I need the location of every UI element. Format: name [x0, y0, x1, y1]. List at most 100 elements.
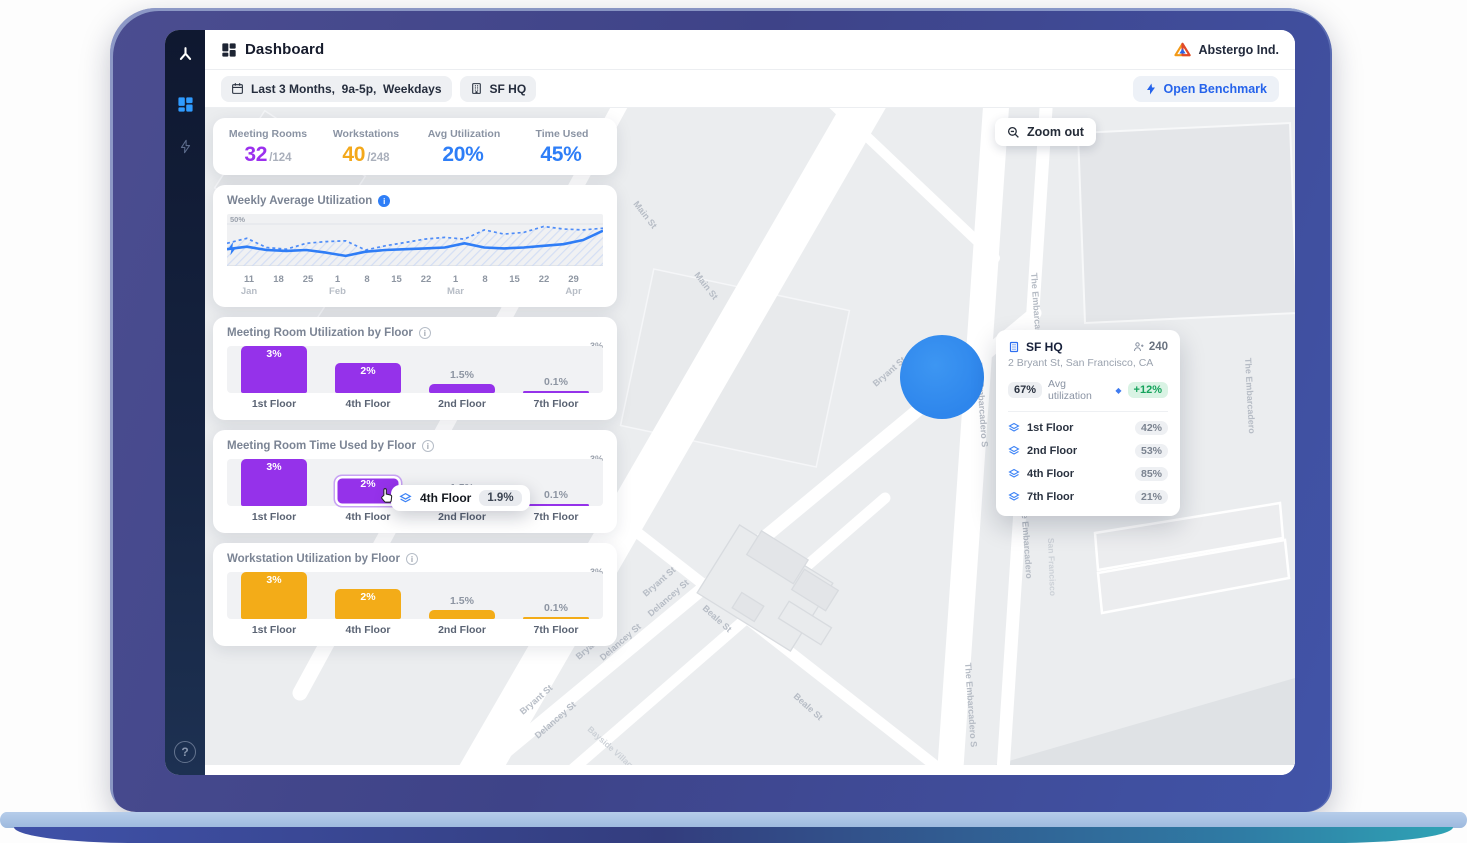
- location-label: SF HQ: [489, 81, 527, 96]
- map-building-cluster: [696, 524, 840, 652]
- info-icon[interactable]: i: [405, 553, 418, 565]
- bar-value-label: 1.5%: [450, 369, 474, 382]
- floor-layers-icon: [1008, 468, 1020, 478]
- stat-total: /248: [367, 152, 390, 164]
- popover-capacity: 240: [1132, 341, 1168, 353]
- floor-value: 53%: [1134, 443, 1168, 458]
- x-tick-label: 15: [509, 274, 520, 285]
- date-range-chip[interactable]: Last 3 Months, 9a-5p, Weekdays: [221, 75, 452, 102]
- stats-card: Meeting Rooms 32/124 Workstations 40/248 Avg…: [213, 118, 617, 175]
- card-title: Workstation Utilization by Floor: [227, 553, 400, 565]
- bar-slot: 1.5%: [415, 572, 509, 619]
- bar-7th-floor[interactable]: [523, 390, 589, 393]
- category-label: 2nd Floor: [438, 624, 486, 636]
- dashboard-icon: [222, 42, 236, 57]
- category-label: 7th Floor: [533, 511, 579, 523]
- bar-slot: 0.1%: [509, 459, 603, 506]
- people-icon: [1133, 342, 1144, 352]
- bar-chart: 3%3% 2% 1.5% 0.1% 1st Floor 4th Floor 2nd Floo…: [227, 341, 603, 410]
- help-button[interactable]: ?: [174, 741, 196, 763]
- bar-slot: 3%: [227, 346, 321, 393]
- bar-1st-floor[interactable]: 3%: [241, 459, 307, 506]
- category-label: 1st Floor: [251, 511, 297, 523]
- main-area: Dashboard Abstergo Ind. Last 3 Months, 9…: [205, 30, 1295, 775]
- zoom-out-label: Zoom out: [1027, 125, 1084, 139]
- bar-1st-floor[interactable]: 3%: [241, 572, 307, 619]
- x-tick-label: 1: [452, 274, 459, 285]
- card-title: Meeting Room Time Used by Floor: [227, 440, 416, 452]
- benchmark-area: [227, 226, 603, 266]
- floor-layers-icon: [1008, 422, 1020, 432]
- hq-popover: SF HQ 240 2 Bryant St, San Francisco, CA…: [996, 330, 1180, 516]
- category-label: 2nd Floor: [438, 511, 486, 523]
- bar-slot: 1.5%: [415, 346, 509, 393]
- x-tick-label: 18: [273, 274, 284, 285]
- x-tick-label: 15: [391, 274, 402, 285]
- brand: Abstergo Ind.: [1174, 42, 1279, 57]
- sidebar-item-benchmark[interactable]: [173, 134, 197, 158]
- zoom-out-icon: [1007, 126, 1019, 138]
- floor-name: 1st Floor: [1027, 421, 1074, 434]
- utilization-line: [226, 229, 604, 258]
- popover-floor-row: 7th Floor 21%: [1008, 485, 1168, 508]
- svg-text:50%: 50%: [230, 215, 245, 224]
- stat-value: 20%: [442, 143, 484, 166]
- info-icon[interactable]: i: [421, 440, 434, 452]
- bar-slot: 2%: [321, 572, 415, 619]
- floor-name: 2nd Floor: [1027, 444, 1078, 457]
- workstation-utilization-card: Workstation Utilization by Floor i 3%3% 2…: [213, 543, 617, 646]
- bar-4th-floor[interactable]: 2%: [335, 362, 401, 393]
- stat-value: 32: [244, 143, 268, 166]
- sidebar-item-dashboard[interactable]: [173, 92, 197, 116]
- x-tick-label: 25: [302, 274, 314, 285]
- bar-1st-floor[interactable]: 3%: [241, 346, 307, 393]
- bar-4th-floor[interactable]: 2%: [335, 588, 401, 619]
- bar-7th-floor[interactable]: [523, 616, 589, 619]
- popover-floor-row: 2nd Floor 53%: [1008, 439, 1168, 462]
- date-range-label: Last 3 Months, 9a-5p, Weekdays: [251, 81, 442, 96]
- building-icon: [471, 83, 481, 94]
- floor-value: 21%: [1134, 489, 1168, 504]
- bar-plot: 3% 2% 1.5% 0.1%: [227, 572, 603, 619]
- popover-delta-badge: +12%: [1127, 382, 1168, 398]
- bar-slot: 3%: [227, 459, 321, 506]
- stat-item: Workstations 40/248: [317, 128, 415, 167]
- benchmark-line: [226, 225, 604, 251]
- bar-category-labels: 1st Floor 4th Floor 2nd Floor 7th Floor: [227, 624, 603, 636]
- laptop-deck: [0, 812, 1467, 828]
- floor-name: 7th Floor: [1027, 490, 1075, 503]
- x-tick-label: 11: [243, 274, 255, 285]
- cards-column: Meeting Rooms 32/124 Workstations 40/248 Avg…: [213, 118, 617, 646]
- tooltip-value: 1.9%: [479, 490, 522, 506]
- card-title: Weekly Average Utilization: [227, 195, 373, 207]
- laptop-base: [14, 827, 1453, 843]
- bar-2nd-floor[interactable]: [429, 610, 495, 619]
- stat-label: Workstations: [332, 128, 400, 140]
- category-label: 1st Floor: [251, 398, 297, 410]
- stat-item: Avg Utilization 20%: [415, 128, 513, 167]
- info-icon[interactable]: i: [378, 195, 391, 207]
- hq-marker[interactable]: [900, 335, 984, 419]
- map-water: [995, 678, 1295, 765]
- bar-slot: 2%: [321, 346, 415, 393]
- bar-slot: 0.1%: [509, 572, 603, 619]
- x-tick-label: 29: [568, 274, 579, 285]
- bar-category-labels: 1st Floor 4th Floor 2nd Floor 7th Floor: [227, 398, 603, 410]
- bar-7th-floor[interactable]: [523, 503, 589, 506]
- abstergo-logo-icon: [1174, 42, 1192, 57]
- popover-address: 2 Bryant St, San Francisco, CA: [1008, 357, 1154, 369]
- bar-value-label: 0.1%: [544, 601, 568, 614]
- weekly-utilization-card: Weekly Average Utilization i 50% 11 18 25 1…: [213, 185, 617, 307]
- open-benchmark-button[interactable]: Open Benchmark: [1133, 75, 1279, 102]
- floor-layers-icon: [1008, 491, 1020, 501]
- stat-value: 45%: [540, 143, 582, 166]
- calendar-icon: [232, 83, 243, 94]
- card-title: Meeting Room Utilization by Floor: [227, 327, 413, 339]
- location-chip[interactable]: SF HQ: [459, 75, 537, 102]
- zoom-out-button[interactable]: Zoom out: [995, 118, 1096, 146]
- lightning-icon: [1147, 83, 1156, 94]
- info-icon[interactable]: i: [418, 327, 431, 339]
- bar-2nd-floor[interactable]: [429, 384, 495, 393]
- floor-layers-icon: [399, 492, 412, 502]
- floor-value: 85%: [1134, 466, 1168, 481]
